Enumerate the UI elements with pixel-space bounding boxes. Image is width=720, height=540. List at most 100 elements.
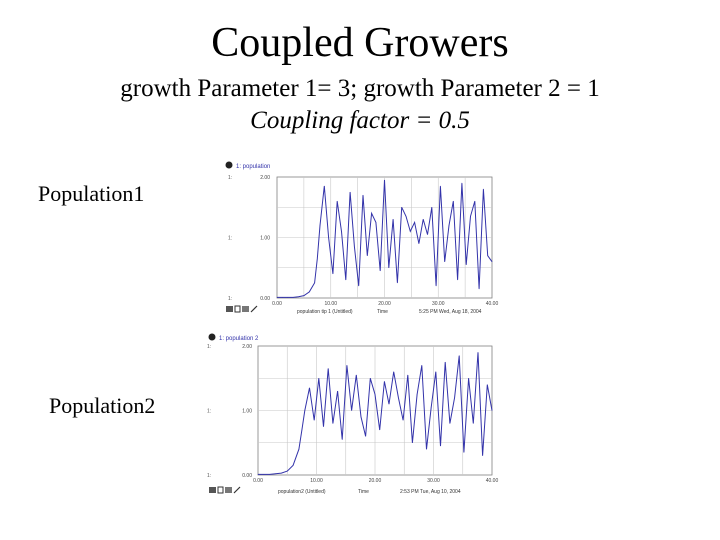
chart2-data-point — [263, 474, 265, 475]
chart2-data-point — [402, 419, 404, 421]
chart1-data-point — [341, 231, 342, 232]
chart2-data-point — [355, 374, 357, 376]
chart2-data-point — [323, 426, 324, 427]
chart1-data-point — [487, 255, 489, 256]
chart1-data-point — [379, 270, 381, 272]
chart1-data-point — [483, 188, 484, 190]
chart2-data-point — [309, 387, 310, 389]
chart2-footer-stamp: 2:53 PM Tue, Aug 10, 2004 — [400, 489, 461, 495]
chart1-footer-axis-name: Time — [377, 309, 388, 315]
chart2-data-point — [286, 470, 288, 472]
chart1-data-point — [308, 291, 310, 293]
chart1-data-point — [345, 279, 347, 281]
chart1-data-point — [354, 246, 355, 247]
chart2-x-tick-label: 20.00 — [369, 478, 382, 484]
chart1-pencil-icon — [250, 305, 258, 313]
chart1-footer-graph-name: population tip 1 (Untitled) — [297, 309, 353, 315]
chart2-data-point — [398, 397, 399, 398]
chart2-camera-icon — [225, 487, 232, 493]
chart1-y-tick-label: 1.00 — [260, 236, 270, 242]
chart1-data-point — [276, 297, 278, 298]
chart2-data-point — [313, 419, 315, 421]
chart2-x-tick-label: 40.00 — [486, 478, 499, 484]
chart2-data-point — [491, 410, 493, 411]
slide-subtitle-parameters: growth Parameter 1= 3; growth Parameter … — [120, 75, 600, 102]
chart2-data-point — [477, 352, 479, 353]
chart1-data-point — [317, 258, 318, 259]
chart1-lock-icon — [234, 305, 241, 313]
chart2-lock-icon — [217, 486, 224, 494]
chart2-y-tick-label: 0.00 — [242, 473, 252, 479]
chart1-data-point — [465, 264, 467, 266]
chart1-data-point — [392, 219, 394, 220]
chart1-y-tick-label: 0.00 — [260, 296, 270, 302]
chart1-data-point — [388, 267, 390, 269]
chart1-pin-icon — [225, 161, 233, 169]
chart1-footer-stamp: 5:25 PM Wed, Aug 18, 2004 — [419, 309, 482, 315]
chart1-print-icon — [226, 306, 233, 312]
chart2-data-point — [393, 371, 395, 373]
chart1-data-point — [401, 206, 403, 208]
chart1-data-point — [282, 297, 283, 298]
chart2-data-point — [426, 448, 427, 450]
chart2-data-point — [440, 445, 441, 447]
chart1-data-point — [453, 200, 454, 202]
chart2-data-point — [407, 374, 409, 376]
population2-label: Population2 — [49, 393, 156, 418]
chart1-data-point — [440, 185, 441, 187]
chart1-data-point — [358, 285, 360, 287]
chart2-data-point — [298, 448, 300, 450]
chart2-series-label: 1: population 2 — [219, 336, 259, 342]
chart1-data-point — [336, 200, 338, 202]
chart1-data-point — [470, 216, 471, 217]
chart1-data-point — [303, 295, 305, 296]
chart1-data-point — [384, 179, 385, 181]
chart2-data-point — [487, 384, 488, 386]
chart2-data-point — [388, 403, 390, 405]
chart2-y-tick-label: 1.00 — [242, 409, 252, 415]
chart1-scale-label: 1: — [228, 175, 232, 181]
chart2-data-point — [257, 474, 259, 475]
chart2-data-point — [346, 365, 348, 366]
chart1-data-point — [287, 297, 289, 298]
chart2-data-point — [430, 406, 432, 408]
chart2-series-line — [258, 352, 493, 475]
chart2-data-point — [384, 381, 385, 382]
slide-subtitle-coupling: Coupling factor = 0.5 — [250, 107, 470, 134]
chart2-print-icon — [209, 487, 216, 493]
chart1-y-tick-label: 2.00 — [260, 175, 270, 181]
chart1-scale-label: 1: — [228, 296, 232, 302]
chart1-data-point — [431, 206, 433, 208]
chart1-data-point — [435, 285, 437, 287]
chart1-x-tick-label: 30.00 — [432, 301, 445, 307]
chart1-data-point — [474, 200, 476, 202]
chart2-data-point — [351, 410, 352, 411]
population1-label: Population1 — [38, 181, 145, 206]
chart1-scale-label: 1: — [228, 236, 232, 242]
chart1-data-point — [324, 185, 325, 187]
chart2-scale-label: 1: — [207, 409, 211, 415]
chart2-data-point — [374, 394, 376, 395]
chart2-data-point — [472, 423, 474, 424]
chart2-pin-icon — [208, 333, 216, 341]
chart1-series-line — [277, 179, 493, 298]
chart2-data-point — [275, 473, 276, 475]
chart2-data-point — [379, 429, 380, 431]
chart1-data-point — [298, 296, 299, 298]
chart2-data-point — [458, 355, 460, 356]
chart1-data-point — [375, 222, 377, 223]
chart2-pencil-icon — [233, 486, 241, 494]
chart2-data-point — [301, 429, 303, 431]
chart1-data-point — [491, 261, 493, 263]
chart1-data-point — [319, 225, 321, 226]
chart1-data-point — [349, 191, 351, 193]
chart2-data-point — [468, 377, 469, 379]
chart2-data-point — [412, 442, 413, 444]
chart2-data-point — [444, 361, 446, 363]
chart1-data-point — [367, 255, 368, 256]
chart2-data-point — [332, 423, 334, 424]
chart2-scale-label: 1: — [207, 473, 211, 479]
chart2-data-point — [360, 416, 362, 418]
chart2-data-point — [454, 397, 455, 398]
chart2-data-point — [318, 377, 320, 379]
